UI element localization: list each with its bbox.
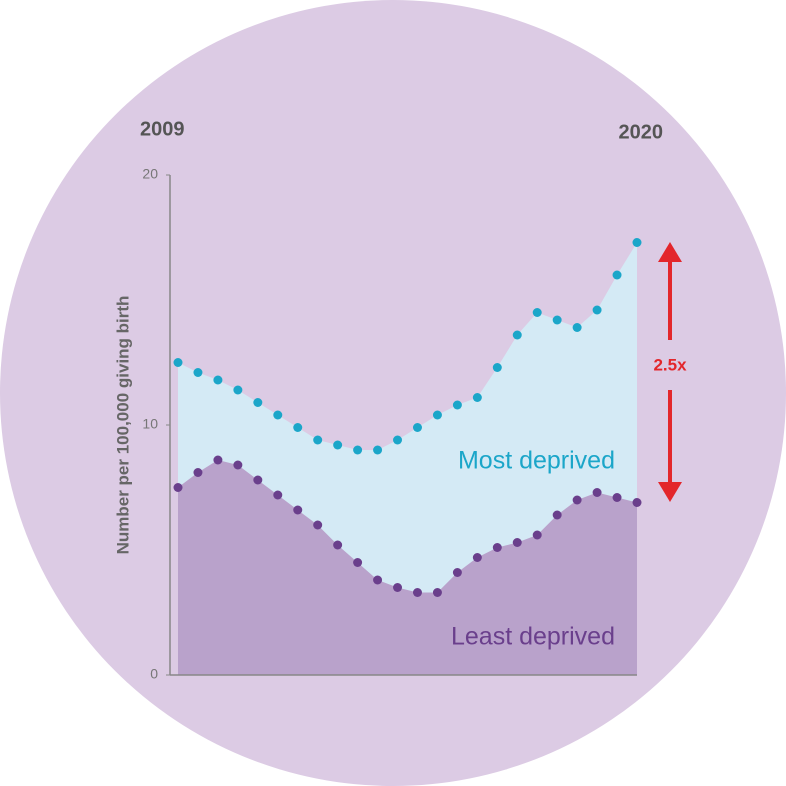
data-point <box>353 558 363 567</box>
y-tick-label: 0 <box>150 666 158 682</box>
y-axis-label: Number per 100,000 giving birth <box>113 296 132 555</box>
data-point <box>592 305 602 315</box>
data-point <box>293 505 303 515</box>
data-point <box>193 468 203 477</box>
data-point <box>492 543 502 552</box>
data-point <box>213 375 223 385</box>
data-point <box>472 553 482 562</box>
arrow-head <box>658 482 682 502</box>
data-point <box>233 385 243 395</box>
data-point <box>612 493 622 502</box>
end-year: 2020 <box>619 121 664 143</box>
data-point <box>552 315 562 325</box>
data-point <box>632 498 642 507</box>
data-point <box>432 588 442 597</box>
data-point <box>552 510 562 520</box>
data-point <box>412 423 422 432</box>
data-point <box>532 308 542 317</box>
data-point <box>173 483 183 492</box>
data-point <box>612 270 622 280</box>
data-point <box>373 575 383 585</box>
data-point <box>333 440 343 450</box>
series-area <box>178 460 637 675</box>
data-point <box>373 445 383 455</box>
data-point <box>572 323 582 332</box>
data-point <box>452 400 462 410</box>
plot: 0 10 20 Most deprived Least deprived <box>142 166 642 682</box>
data-point <box>273 490 283 500</box>
data-point <box>253 398 263 407</box>
data-point <box>472 393 482 402</box>
data-point <box>412 588 422 597</box>
data-point <box>393 583 403 592</box>
ratio-annotation: 2.5x <box>653 355 687 374</box>
data-point <box>532 530 542 540</box>
data-point <box>313 435 323 445</box>
data-point <box>193 368 203 377</box>
data-point <box>492 363 502 372</box>
data-point <box>333 540 343 550</box>
data-point <box>273 410 283 420</box>
data-point <box>632 238 642 247</box>
y-tick-label: 10 <box>142 416 158 432</box>
start-year: 2009 <box>140 118 185 140</box>
data-point <box>512 330 522 340</box>
data-point <box>233 460 243 470</box>
data-point <box>432 410 442 420</box>
data-point <box>572 495 582 505</box>
data-point <box>592 488 602 497</box>
data-point <box>512 538 522 547</box>
data-point <box>293 423 303 432</box>
data-point <box>393 435 403 445</box>
legend-label: Most deprived <box>458 447 615 475</box>
data-point <box>173 358 183 367</box>
data-point <box>353 445 363 455</box>
y-tick-label: 20 <box>142 166 158 182</box>
data-point <box>213 455 223 465</box>
legend-label: Least deprived <box>451 623 615 651</box>
data-point <box>253 475 263 485</box>
data-point <box>452 568 462 577</box>
arrow-head <box>658 242 682 262</box>
data-point <box>313 520 323 530</box>
